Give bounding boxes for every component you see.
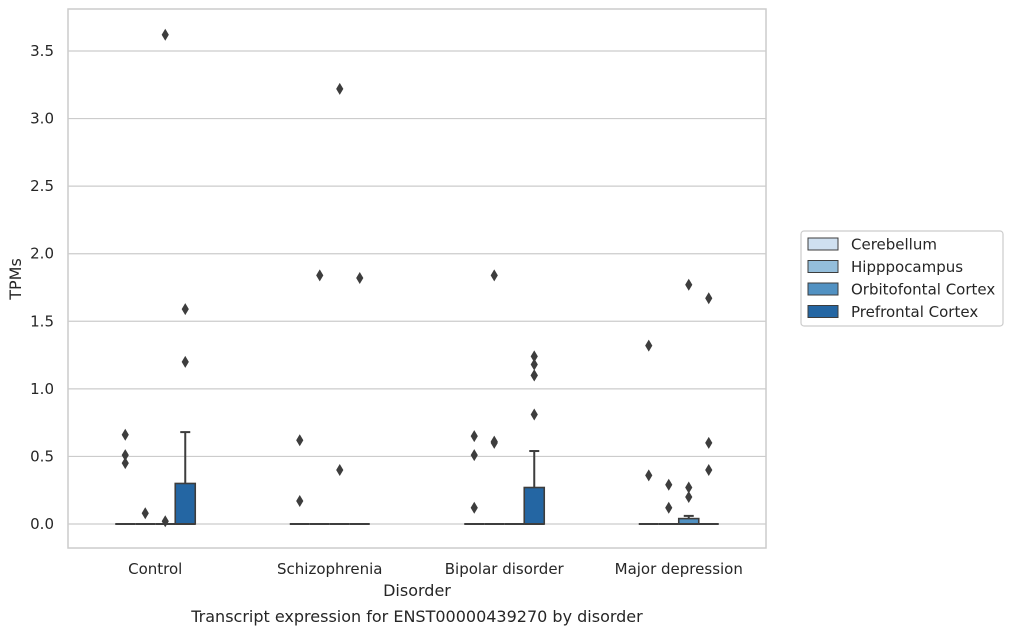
outlier-point (470, 449, 478, 462)
outliers (121, 28, 713, 528)
axes: 0.0 0.5 1.0 1.5 2.0 2.5 3.0 3.5 Control Schizophr… (30, 42, 743, 578)
y-tick-label: 3.0 (30, 110, 54, 128)
outlier-point (121, 428, 129, 441)
y-tick-label: 0.0 (30, 515, 54, 533)
outlier-point (470, 501, 478, 514)
outlier-point (490, 269, 498, 282)
box-prefrontal-cortex (174, 431, 197, 525)
box-body (174, 482, 197, 525)
outlier-point (296, 495, 304, 508)
outlier-point (665, 501, 673, 514)
x-axis-title: Disorder (383, 581, 451, 600)
outlier-point (645, 339, 653, 352)
boxes (115, 431, 719, 525)
outlier-point (685, 490, 693, 503)
gridlines (68, 50, 766, 525)
legend-label: Orbitofontal Cortex (851, 281, 995, 299)
outlier-point (705, 463, 713, 476)
outlier-point (470, 430, 478, 443)
outlier-point (530, 350, 538, 363)
outlier-point (336, 82, 344, 95)
outlier-point (665, 478, 673, 491)
legend-label: Prefrontal Cortex (851, 303, 978, 321)
y-tick-label: 1.5 (30, 312, 54, 330)
legend-swatch (807, 282, 839, 296)
outlier-point (530, 408, 538, 421)
plot-border (67, 8, 767, 549)
outlier-point (705, 436, 713, 449)
outlier-point (121, 457, 129, 470)
y-tick-label: 2.0 (30, 245, 54, 263)
outlier-point (121, 449, 129, 462)
y-axis-title: TPMs (6, 258, 25, 301)
outlier-point (296, 434, 304, 447)
legend-label: Hipppocampus (851, 258, 963, 276)
plot-frame (67, 8, 767, 549)
outlier-point (316, 269, 324, 282)
legend-swatch (807, 305, 839, 318)
legend-label: Cerebellum (851, 236, 937, 254)
x-tick-label: Control (128, 560, 182, 578)
legend: Cerebellum Hipppocampus Orbitofontal Corte… (800, 230, 1004, 327)
outlier-point (161, 515, 169, 528)
outlier-point (645, 469, 653, 482)
outlier-point (356, 272, 364, 285)
y-tick-label: 1.0 (30, 380, 54, 398)
outlier-point (685, 481, 693, 494)
x-tick-label: Major depression (615, 560, 743, 578)
x-tick-label: Bipolar disorder (445, 560, 565, 578)
box-orbitofontal-cortex (677, 514, 700, 525)
legend-swatch (807, 260, 839, 273)
outlier-point (161, 28, 169, 41)
outlier-point (141, 507, 149, 520)
outlier-point (685, 278, 693, 291)
y-tick-label: 0.5 (30, 447, 54, 465)
outlier-point (336, 463, 344, 476)
outlier-point (181, 355, 189, 368)
outlier-point (530, 369, 538, 382)
y-tick-label: 3.5 (30, 42, 54, 60)
outlier-point (181, 303, 189, 316)
legend-frame (800, 230, 1004, 327)
x-tick-label: Schizophrenia (277, 560, 382, 578)
outlier-point (490, 436, 498, 449)
outlier-point (705, 292, 713, 305)
box-prefrontal-cortex (523, 450, 546, 525)
outlier-point (530, 358, 538, 371)
box-body (523, 486, 546, 525)
chart-caption: Transcript expression for ENST0000043927… (190, 607, 643, 626)
y-tick-label: 2.5 (30, 177, 54, 195)
legend-swatch (807, 237, 839, 251)
